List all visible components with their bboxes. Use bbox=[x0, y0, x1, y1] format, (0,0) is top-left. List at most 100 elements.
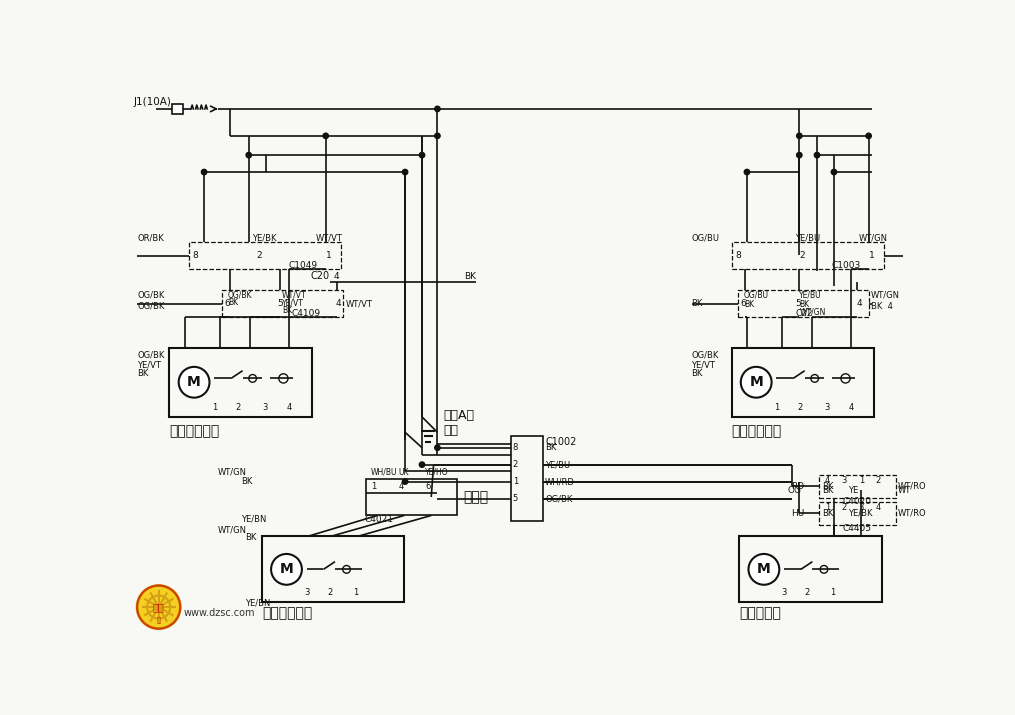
Text: C1002: C1002 bbox=[545, 438, 577, 448]
Bar bbox=[365, 478, 457, 516]
Text: WT/GN: WT/GN bbox=[218, 468, 247, 477]
Text: UK: UK bbox=[398, 468, 409, 477]
Text: 一: 一 bbox=[156, 616, 160, 623]
Text: 3: 3 bbox=[859, 503, 864, 512]
Text: C4109: C4109 bbox=[291, 309, 321, 318]
Text: 1: 1 bbox=[371, 482, 377, 490]
Text: YE/BU: YE/BU bbox=[795, 234, 820, 243]
Text: BK: BK bbox=[228, 298, 239, 307]
Circle shape bbox=[814, 152, 820, 158]
Text: OR/BK: OR/BK bbox=[137, 234, 163, 243]
Text: 左前门锁电机: 左前门锁电机 bbox=[170, 424, 219, 438]
Text: 3: 3 bbox=[262, 403, 267, 412]
Text: 接触板: 接触板 bbox=[463, 490, 488, 504]
Bar bbox=[170, 347, 312, 417]
Bar bbox=[818, 475, 895, 498]
Circle shape bbox=[147, 596, 171, 618]
Bar bbox=[738, 290, 869, 317]
Text: 1: 1 bbox=[859, 476, 864, 485]
Text: YE/VT: YE/VT bbox=[691, 360, 716, 369]
Bar bbox=[739, 536, 882, 602]
Text: WT/GN: WT/GN bbox=[871, 291, 900, 300]
Text: OG/BK: OG/BK bbox=[691, 351, 719, 360]
Circle shape bbox=[748, 554, 780, 585]
Text: 3: 3 bbox=[824, 403, 829, 412]
Text: J1(10A): J1(10A) bbox=[133, 97, 172, 107]
Text: 2: 2 bbox=[513, 460, 518, 469]
Text: C22: C22 bbox=[796, 309, 813, 318]
Text: WT/GN: WT/GN bbox=[799, 307, 825, 317]
Text: 2: 2 bbox=[234, 403, 241, 412]
Text: WT/RO: WT/RO bbox=[898, 482, 927, 490]
Circle shape bbox=[201, 169, 207, 174]
Bar bbox=[189, 242, 341, 269]
Text: WH/RD: WH/RD bbox=[545, 477, 576, 486]
Text: OG/BK: OG/BK bbox=[228, 291, 253, 300]
Text: 2: 2 bbox=[797, 403, 802, 412]
Text: BK: BK bbox=[822, 485, 833, 495]
Text: 6: 6 bbox=[740, 299, 746, 308]
Text: YE: YE bbox=[848, 485, 858, 495]
Text: 3: 3 bbox=[841, 476, 848, 485]
Circle shape bbox=[179, 367, 209, 398]
Text: 4: 4 bbox=[398, 482, 403, 490]
Circle shape bbox=[866, 133, 871, 139]
Text: OG/BK: OG/BK bbox=[137, 291, 164, 300]
Text: YE/BU: YE/BU bbox=[545, 460, 570, 469]
Text: YE/VT: YE/VT bbox=[282, 298, 303, 307]
Text: www.dzsc.com: www.dzsc.com bbox=[184, 608, 255, 618]
Text: BK: BK bbox=[545, 443, 556, 452]
Text: 5: 5 bbox=[796, 299, 801, 308]
Circle shape bbox=[137, 586, 181, 628]
Text: BK: BK bbox=[464, 272, 476, 281]
Text: C1049: C1049 bbox=[289, 261, 318, 270]
Text: BK: BK bbox=[822, 482, 833, 490]
Text: M: M bbox=[279, 563, 293, 576]
Text: 1: 1 bbox=[513, 477, 518, 486]
Text: OG/BK: OG/BK bbox=[137, 351, 164, 360]
Text: 4: 4 bbox=[825, 476, 830, 485]
Text: WT/GN: WT/GN bbox=[859, 234, 887, 243]
Text: 2: 2 bbox=[257, 252, 262, 260]
Text: 1: 1 bbox=[326, 252, 332, 260]
Circle shape bbox=[741, 367, 771, 398]
Text: BK: BK bbox=[137, 369, 148, 378]
Circle shape bbox=[744, 169, 750, 174]
Text: BK: BK bbox=[245, 533, 256, 542]
Circle shape bbox=[402, 169, 408, 174]
Text: OG: OG bbox=[788, 485, 802, 495]
Text: WH/BU: WH/BU bbox=[371, 468, 398, 477]
Text: YE/BK: YE/BK bbox=[252, 234, 276, 243]
Text: 6: 6 bbox=[224, 299, 229, 308]
Text: C1003: C1003 bbox=[831, 261, 861, 270]
Circle shape bbox=[797, 152, 802, 158]
Text: 右前门锁电机: 右前门锁电机 bbox=[732, 424, 782, 438]
Text: 8: 8 bbox=[736, 252, 741, 260]
Text: 5: 5 bbox=[513, 494, 518, 503]
Text: M: M bbox=[749, 375, 763, 389]
Text: 8: 8 bbox=[193, 252, 198, 260]
Circle shape bbox=[271, 554, 301, 585]
Text: 4: 4 bbox=[876, 503, 881, 512]
Text: 右侧A柱
接地: 右侧A柱 接地 bbox=[444, 409, 475, 437]
Text: BK: BK bbox=[744, 300, 754, 309]
Text: 2: 2 bbox=[805, 588, 810, 597]
Text: WT: WT bbox=[898, 485, 911, 495]
Text: OG/BK: OG/BK bbox=[545, 494, 572, 503]
Text: M: M bbox=[187, 375, 201, 389]
Text: 2: 2 bbox=[799, 252, 805, 260]
Circle shape bbox=[434, 107, 441, 112]
Text: 4: 4 bbox=[857, 299, 863, 308]
Text: BK: BK bbox=[822, 508, 833, 518]
Text: C4020: C4020 bbox=[842, 497, 872, 506]
Text: 1: 1 bbox=[212, 403, 217, 412]
Text: WT/VT: WT/VT bbox=[316, 234, 343, 243]
Bar bbox=[732, 242, 884, 269]
Text: WT/VT: WT/VT bbox=[282, 291, 307, 300]
Circle shape bbox=[831, 169, 836, 174]
Text: 尾门锁电机: 尾门锁电机 bbox=[739, 606, 782, 620]
Text: WT/RO: WT/RO bbox=[898, 508, 927, 518]
Circle shape bbox=[323, 133, 329, 139]
Text: 1: 1 bbox=[825, 503, 830, 512]
Text: 2: 2 bbox=[841, 503, 847, 512]
